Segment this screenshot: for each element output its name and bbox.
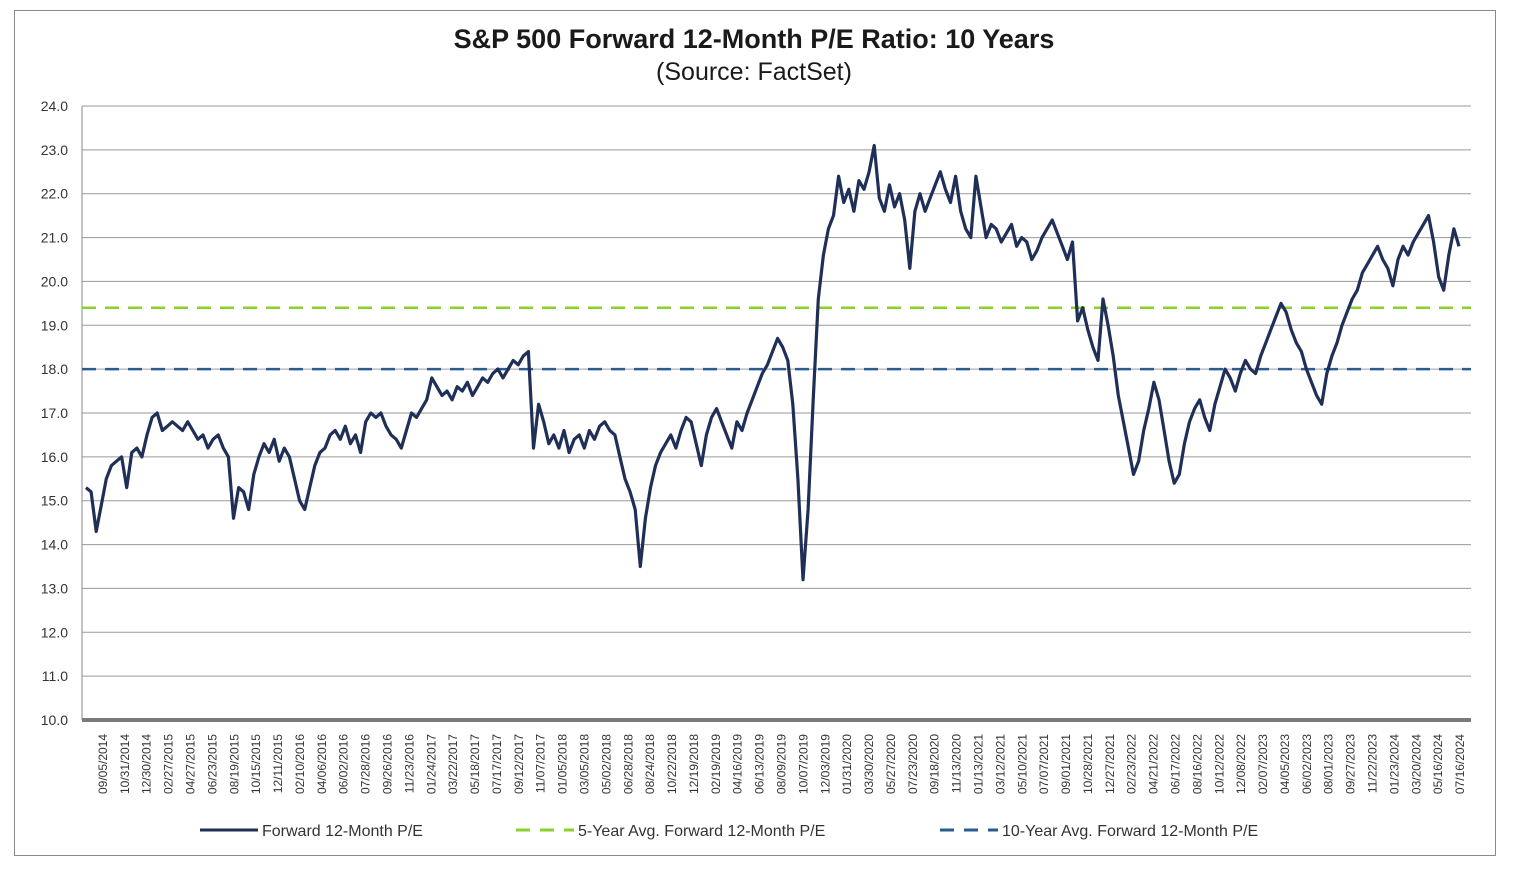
grid-lines (81, 105, 1471, 722)
legend-label-2: 10-Year Avg. Forward 12-Month P/E (1002, 823, 1258, 840)
x-tick-label: 02/23/2022 (1125, 734, 1139, 794)
x-tick-label: 03/20/2024 (1409, 734, 1423, 794)
x-tick-label: 01/13/2021 (972, 734, 986, 794)
x-tick-label: 10/31/2014 (118, 734, 132, 794)
chart-title: S&P 500 Forward 12-Month P/E Ratio: 10 Y… (454, 24, 1055, 54)
x-tick-label: 06/02/2023 (1300, 734, 1314, 794)
pe-series-line (84, 143, 1461, 582)
x-tick-label: 02/19/2019 (709, 734, 723, 794)
x-tick-label: 04/21/2022 (1147, 734, 1161, 794)
x-tick-label: 07/17/2017 (490, 734, 504, 794)
x-tick-label: 11/07/2017 (534, 734, 548, 793)
x-tick-label: 08/24/2018 (643, 734, 657, 794)
x-axis-ticks: 09/05/2014 10/31/2014 12/30/2014 02/27/2015… (96, 734, 1467, 794)
y-tick-label: 17.0 (41, 405, 68, 421)
x-tick-label: 04/16/2019 (731, 734, 745, 794)
x-tick-label: 06/13/2019 (753, 734, 767, 794)
chart-subtitle: (Source: FactSet) (656, 58, 852, 86)
y-axis-ticks: 24.0 23.0 22.0 21.0 20.0 19.0 18.0 17.0 16.0 15.0… (41, 98, 68, 728)
x-tick-label: 12/08/2022 (1234, 734, 1248, 794)
y-tick-label: 21.0 (41, 230, 68, 246)
x-tick-label: 07/07/2021 (1037, 734, 1051, 794)
x-tick-label: 01/31/2020 (840, 734, 854, 794)
x-tick-label: 09/01/2021 (1059, 734, 1073, 794)
x-tick-label: 03/05/2018 (578, 734, 592, 794)
x-tick-label: 03/22/2017 (446, 734, 460, 794)
x-tick-label: 10/28/2021 (1081, 734, 1095, 794)
average-lines (82, 306, 1471, 371)
y-tick-label: 11.0 (42, 668, 68, 684)
x-tick-label: 04/27/2015 (184, 734, 198, 794)
x-tick-label: 09/26/2016 (381, 734, 395, 794)
x-tick-label: 12/27/2021 (1103, 734, 1117, 794)
x-tick-label: 10/22/2018 (665, 734, 679, 794)
legend-label-1: 5-Year Avg. Forward 12-Month P/E (578, 823, 825, 840)
x-tick-label: 02/10/2016 (293, 734, 307, 794)
x-tick-label: 08/19/2015 (227, 734, 241, 794)
x-tick-label: 09/05/2014 (96, 734, 110, 794)
y-tick-label: 13.0 (41, 580, 68, 596)
x-tick-label: 07/28/2016 (359, 734, 373, 794)
x-tick-label: 12/19/2018 (687, 734, 701, 794)
x-tick-label: 07/23/2020 (906, 734, 920, 794)
chart-frame (14, 10, 1496, 856)
y-tick-label: 15.0 (41, 493, 68, 509)
x-tick-label: 09/18/2020 (928, 734, 942, 794)
x-tick-label: 08/01/2023 (1322, 734, 1336, 794)
x-tick-label: 05/16/2024 (1431, 734, 1445, 794)
y-tick-label: 16.0 (41, 449, 68, 465)
x-tick-label: 03/12/2021 (993, 734, 1007, 794)
x-tick-label: 10/15/2015 (249, 734, 263, 794)
x-tick-label: 11/22/2023 (1366, 734, 1380, 793)
y-tick-label: 24.0 (41, 98, 68, 114)
x-tick-label: 01/24/2017 (424, 734, 438, 794)
x-tick-label: 04/05/2023 (1278, 734, 1292, 794)
x-tick-label: 11/23/2016 (402, 734, 416, 793)
y-tick-label: 14.0 (41, 537, 68, 553)
x-tick-label: 11/13/2020 (950, 734, 964, 793)
x-tick-label: 07/16/2024 (1453, 734, 1467, 794)
x-tick-label: 06/02/2016 (337, 734, 351, 794)
x-tick-label: 08/09/2019 (775, 734, 789, 794)
x-tick-label: 06/17/2022 (1169, 734, 1183, 794)
x-tick-label: 05/27/2020 (884, 734, 898, 794)
x-tick-label: 01/05/2018 (556, 734, 570, 794)
y-tick-label: 18.0 (41, 361, 68, 377)
x-tick-label: 01/23/2024 (1387, 734, 1401, 794)
x-tick-label: 05/18/2017 (468, 734, 482, 794)
x-tick-label: 05/10/2021 (1015, 734, 1029, 794)
y-tick-label: 10.0 (41, 712, 68, 728)
y-tick-label: 22.0 (41, 186, 68, 202)
x-tick-label: 09/12/2017 (512, 734, 526, 794)
x-tick-label: 04/06/2016 (315, 734, 329, 794)
x-tick-label: 03/30/2020 (862, 734, 876, 794)
legend: Forward 12-Month P/E 5-Year Avg. Forward … (200, 823, 1258, 840)
x-tick-label: 10/12/2022 (1212, 734, 1226, 794)
x-tick-label: 06/23/2015 (205, 734, 219, 794)
x-tick-label: 10/07/2019 (796, 734, 810, 794)
y-tick-label: 20.0 (41, 273, 68, 289)
y-tick-label: 19.0 (41, 317, 68, 333)
x-tick-label: 05/02/2018 (599, 734, 613, 794)
x-tick-label: 12/11/2015 (271, 734, 285, 793)
legend-label-0: Forward 12-Month P/E (262, 823, 423, 840)
x-tick-label: 12/30/2014 (140, 734, 154, 794)
x-tick-label: 06/28/2018 (621, 734, 635, 794)
y-tick-label: 12.0 (41, 624, 68, 640)
x-tick-label: 08/16/2022 (1190, 734, 1204, 794)
x-tick-label: 02/27/2015 (162, 734, 176, 794)
series-layer (84, 143, 1461, 582)
x-tick-label: 12/03/2019 (818, 734, 832, 794)
x-tick-label: 09/27/2023 (1344, 734, 1358, 794)
x-tick-label: 02/07/2023 (1256, 734, 1270, 794)
y-tick-label: 23.0 (41, 142, 68, 158)
